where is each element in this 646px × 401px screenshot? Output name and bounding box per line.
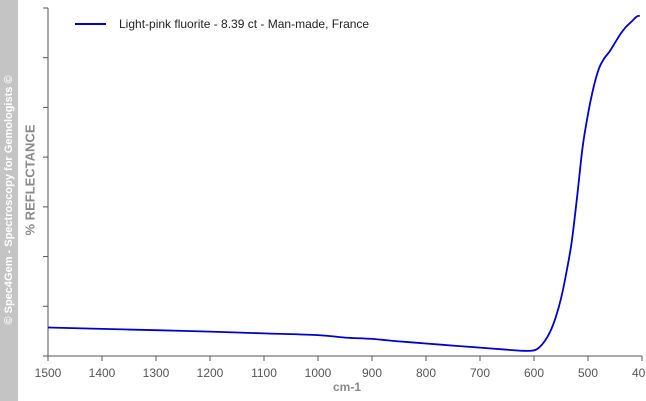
series-line [47, 14, 640, 352]
series-group [47, 14, 640, 352]
legend-entry-label: Light-pink fluorite - 8.39 ct - Man-made… [119, 17, 369, 31]
x-axis-label: cm-1 [332, 380, 362, 394]
y-ticks [43, 7, 48, 357]
axes [47, 8, 642, 357]
x-tick-label: 800 [416, 366, 436, 380]
x-ticks: 1500 1400 1300 1200 1100 1000 900 800 700 600 500 4… [35, 356, 646, 380]
x-tick-label: 1100 [251, 366, 277, 380]
x-tick-label: 1400 [89, 366, 116, 380]
x-tick-label: 700 [470, 366, 490, 380]
x-tick-label: 600 [524, 366, 544, 380]
watermark-strip: © Spec4Gem - Spectroscopy for Gemologist… [0, 0, 18, 401]
x-tick-label: 400 [632, 366, 646, 380]
x-tick-label: 1300 [143, 366, 170, 380]
x-tick-label: 1200 [197, 366, 224, 380]
x-tick-label: 1500 [35, 366, 62, 380]
x-tick-label: 500 [578, 366, 598, 380]
x-tick-label: 900 [362, 366, 382, 380]
x-tick-label: 1000 [305, 366, 332, 380]
legend: Light-pink fluorite - 8.39 ct - Man-made… [75, 17, 369, 31]
